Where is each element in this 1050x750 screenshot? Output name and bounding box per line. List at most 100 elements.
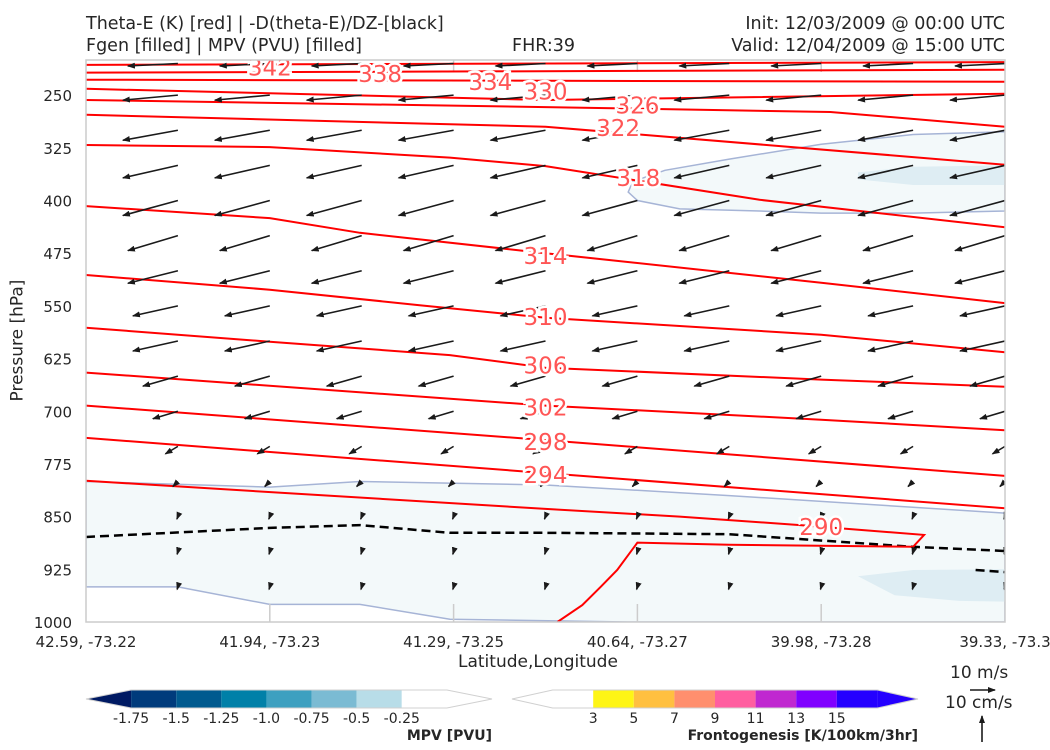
- wind-vector: [543, 546, 550, 556]
- theta-e-contour-294: [86, 436, 1005, 510]
- fgen-colorbar-tick-label: 11: [747, 711, 765, 727]
- wind-vector: [819, 511, 826, 521]
- wind-vector: [218, 269, 270, 285]
- wind-vector: [305, 94, 362, 103]
- wind-vector: [795, 410, 822, 420]
- x-tick-label: 39.98, -73.28: [771, 633, 872, 651]
- wind-vector: [440, 445, 455, 455]
- mpv-colorbar-label: MPV [PVU]: [406, 728, 492, 744]
- wind-vector: [959, 340, 1005, 353]
- wind-vector: [601, 375, 638, 388]
- wind-vector: [678, 62, 730, 69]
- y-tick-label: 250: [43, 87, 72, 105]
- wind-vector: [954, 234, 1005, 252]
- theta-e-label: 290: [799, 515, 843, 541]
- wind-vector: [176, 511, 183, 521]
- wind-vector: [315, 305, 362, 318]
- mpv-colorbar-segment: [311, 690, 357, 708]
- wind-vector: [397, 164, 454, 180]
- reference-vertical-label: 10 cm/s: [945, 693, 1013, 713]
- fgen-colorbar-segment: [593, 690, 634, 708]
- fgen-colorbar-segment: [715, 690, 756, 708]
- wind-vector: [678, 269, 730, 285]
- wind-vector: [489, 94, 546, 103]
- x-tick-label: 41.29, -73.25: [403, 633, 504, 651]
- fgen-colorbar-segment: [836, 690, 878, 708]
- theta-e-label: 342: [248, 56, 292, 82]
- theta-e-contour-318: [86, 144, 1005, 229]
- wind-vector: [624, 445, 638, 455]
- fgen-colorbar-tick-label: 5: [629, 711, 638, 727]
- wind-vector: [310, 234, 362, 252]
- wind-vector: [451, 581, 458, 591]
- wind-vector: [635, 511, 642, 521]
- wind-vector: [121, 199, 179, 217]
- mpv-colorbar-tick-label: -1.25: [203, 711, 239, 727]
- wind-vector: [857, 129, 914, 142]
- wind-vector: [360, 581, 366, 591]
- wind-vector: [765, 129, 822, 142]
- wind-vector: [494, 269, 546, 285]
- wind-vector: [899, 445, 914, 455]
- wind-vector: [770, 234, 822, 252]
- fgen-colorbar-tick-label: 3: [589, 711, 598, 727]
- wind-vector: [407, 340, 454, 353]
- wind-vector: [862, 234, 914, 252]
- wind-vector: [447, 479, 456, 488]
- wind-vector: [581, 164, 638, 180]
- mpv-filled-region: [858, 569, 1005, 602]
- wind-vector: [268, 511, 275, 521]
- theta-e-label: 294: [524, 463, 568, 489]
- mpv-colorbar-segment: [131, 690, 177, 708]
- wind-vector: [949, 164, 1005, 180]
- wind-vector: [765, 164, 822, 180]
- wind-vector: [397, 94, 454, 103]
- wind-vector: [678, 234, 730, 252]
- theta-e-label: 306: [524, 354, 568, 380]
- wind-vector: [543, 511, 550, 521]
- mpv-colorbar-segment: [266, 690, 312, 708]
- y-tick-label: 625: [43, 351, 72, 369]
- wind-vector: [305, 129, 362, 142]
- wind-vector: [581, 94, 638, 103]
- theta-e-label: 334: [468, 70, 512, 96]
- wind-vector: [586, 269, 638, 285]
- wind-vector: [213, 94, 270, 103]
- theta-e-contour-310: [86, 274, 1005, 354]
- wind-vector: [586, 62, 638, 69]
- wind-vector: [770, 62, 822, 69]
- wind-vector: [949, 94, 1005, 103]
- fgen-colorbar-tick-label: 15: [828, 711, 846, 727]
- wind-vector: [315, 340, 362, 353]
- wind-vector: [494, 62, 546, 69]
- wind-vector: [819, 546, 826, 556]
- wind-vector: [305, 199, 362, 217]
- wind-vector: [176, 546, 183, 556]
- wind-vector: [164, 445, 179, 455]
- wind-vector: [857, 164, 914, 180]
- wind-vector: [635, 546, 642, 556]
- ddz-contour-line: [975, 568, 1005, 574]
- wind-vector: [979, 410, 1005, 420]
- theta-e-contour-334: [86, 78, 1005, 83]
- wind-vector: [703, 410, 730, 420]
- mpv-colorbar-tick-label: -1.0: [253, 711, 280, 727]
- wind-vector: [673, 199, 730, 217]
- wind-vector: [243, 410, 271, 420]
- fgen-colorbar-segment: [796, 690, 837, 708]
- fgen-colorbar-tick-label: 9: [711, 711, 720, 727]
- wind-vector: [268, 546, 274, 556]
- wind-vector: [397, 129, 454, 142]
- mpv-colorbar-tick-label: -0.75: [293, 711, 329, 727]
- mpv-colorbar-tick-label: -0.25: [384, 711, 420, 727]
- mpv-colorbar-segment: [401, 690, 447, 708]
- wind-vector: [121, 94, 178, 103]
- theta-e-label: 302: [524, 396, 568, 422]
- theta-e-label: 330: [524, 80, 568, 106]
- wind-vector: [887, 410, 914, 420]
- mpv-colorbar-tick-label: -1.5: [163, 711, 190, 727]
- wind-vector: [213, 199, 271, 217]
- wind-vector: [867, 340, 914, 353]
